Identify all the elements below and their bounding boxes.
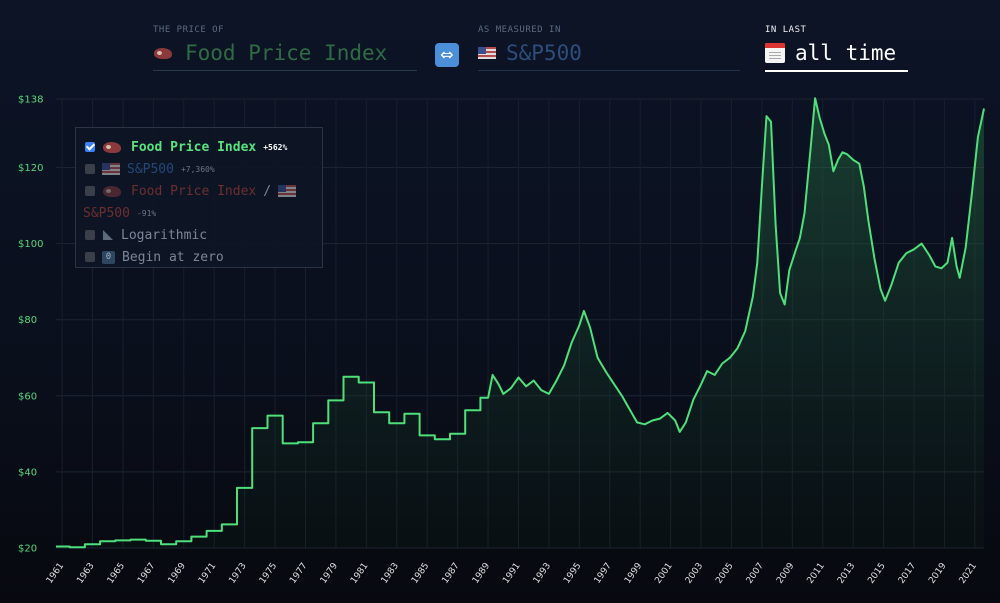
price-of-selector[interactable]: THE PRICE OF Food Price Index xyxy=(153,25,417,71)
legend-label-sp500: S&P500 xyxy=(127,161,174,177)
legend-item-food-price-index[interactable]: Food Price Index +562% xyxy=(85,136,313,158)
legend-item-sp500[interactable]: S&P500 +7,360% xyxy=(85,158,313,180)
x-tick-label: 2019 xyxy=(927,561,948,586)
legend-ratio-separator: / xyxy=(263,183,272,199)
legend-item-begin-at-zero[interactable]: 0 Begin at zero xyxy=(85,246,313,268)
y-tick-label: $138 xyxy=(18,95,43,106)
price-of-value: Food Price Index xyxy=(185,41,388,65)
x-tick-label: 1963 xyxy=(75,561,96,585)
measured-in-selector[interactable]: AS MEASURED IN S&P500 xyxy=(478,25,740,71)
y-tick-label: $100 xyxy=(18,239,43,250)
x-tick-label: 2015 xyxy=(866,561,887,585)
legend-label-logarithmic: Logarithmic xyxy=(121,227,208,243)
x-tick-label: 1987 xyxy=(440,561,461,585)
us-flag-icon xyxy=(478,47,496,59)
price-area-fill xyxy=(56,98,984,548)
price-of-caption: THE PRICE OF xyxy=(153,25,225,35)
legend-pct-ratio: -91% xyxy=(136,208,157,218)
legend-item-ratio-continued: S&P500 -91% xyxy=(83,202,313,224)
us-flag-icon xyxy=(278,185,297,197)
legend-label-food-price-index: Food Price Index xyxy=(131,139,257,155)
steak-icon xyxy=(102,184,124,198)
x-tick-label: 1981 xyxy=(349,561,370,585)
x-tick-label: 2007 xyxy=(745,561,766,585)
legend-label-begin-at-zero: Begin at zero xyxy=(122,249,224,265)
x-tick-label: 1971 xyxy=(197,561,218,585)
y-tick-label: $60 xyxy=(18,391,37,402)
x-tick-label: 1961 xyxy=(45,561,66,585)
legend-pct-food-price-index: +562% xyxy=(263,142,288,152)
legend-panel: Food Price Index +562% S&P500 +7,360% Fo… xyxy=(75,127,323,268)
logarithmic-checkbox[interactable] xyxy=(85,230,95,240)
x-tick-label: 1977 xyxy=(288,561,309,585)
begin-at-zero-checkbox[interactable] xyxy=(85,252,95,262)
x-tick-label: 2017 xyxy=(897,561,918,585)
food-price-index-checkbox[interactable] xyxy=(85,142,95,152)
steak-icon xyxy=(102,140,124,154)
y-tick-label: $120 xyxy=(18,163,43,174)
steak-icon xyxy=(153,46,175,60)
x-tick-label: 2021 xyxy=(958,561,979,585)
x-tick-label: 1985 xyxy=(410,561,431,585)
x-tick-label: 2005 xyxy=(714,561,735,585)
legend-item-logarithmic[interactable]: Logarithmic xyxy=(85,224,313,246)
ratio-checkbox[interactable] xyxy=(85,186,95,196)
measured-in-caption: AS MEASURED IN xyxy=(478,25,561,35)
x-tick-label: 2013 xyxy=(836,561,857,585)
x-tick-label: 1993 xyxy=(532,561,553,585)
legend-label-ratio-a: Food Price Index xyxy=(131,183,257,199)
legend-label-ratio-b: S&P500 xyxy=(83,205,130,221)
y-tick-label: $40 xyxy=(18,467,37,478)
x-tick-label: 2009 xyxy=(775,561,796,586)
measured-in-value: S&P500 xyxy=(506,41,582,65)
y-tick-label: $80 xyxy=(18,315,37,326)
x-tick-label: 1975 xyxy=(258,561,279,585)
x-tick-label: 1967 xyxy=(136,561,157,585)
sp500-checkbox[interactable] xyxy=(85,164,95,174)
time-period-caption: IN LAST xyxy=(765,25,807,35)
x-tick-label: 2003 xyxy=(684,561,705,585)
x-tick-label: 1989 xyxy=(471,561,492,586)
us-flag-icon xyxy=(102,163,120,175)
x-tick-label: 1983 xyxy=(380,561,401,585)
swap-icon[interactable]: ⇔ xyxy=(435,43,459,67)
x-tick-label: 1995 xyxy=(562,561,583,585)
x-tick-label: 1973 xyxy=(227,561,248,585)
zero-keycap-icon: 0 xyxy=(102,250,115,264)
triangle-ruler-icon xyxy=(102,229,114,241)
time-period-selector[interactable]: IN LAST all time xyxy=(765,25,908,72)
calendar-icon xyxy=(765,43,785,63)
x-tick-label: 1979 xyxy=(319,561,340,586)
legend-pct-sp500: +7,360% xyxy=(180,164,215,174)
x-tick-label: 1997 xyxy=(593,561,614,585)
x-tick-label: 2011 xyxy=(806,561,827,585)
x-tick-label: 1991 xyxy=(501,561,522,585)
legend-item-ratio[interactable]: Food Price Index / xyxy=(85,180,313,202)
time-period-value: all time xyxy=(795,41,897,65)
y-tick-label: $20 xyxy=(18,544,37,555)
price-series-line xyxy=(56,97,985,549)
x-tick-label: 1969 xyxy=(167,561,188,586)
x-tick-label: 1965 xyxy=(106,561,127,585)
x-tick-label: 2001 xyxy=(653,561,674,585)
x-tick-label: 1999 xyxy=(623,561,644,586)
